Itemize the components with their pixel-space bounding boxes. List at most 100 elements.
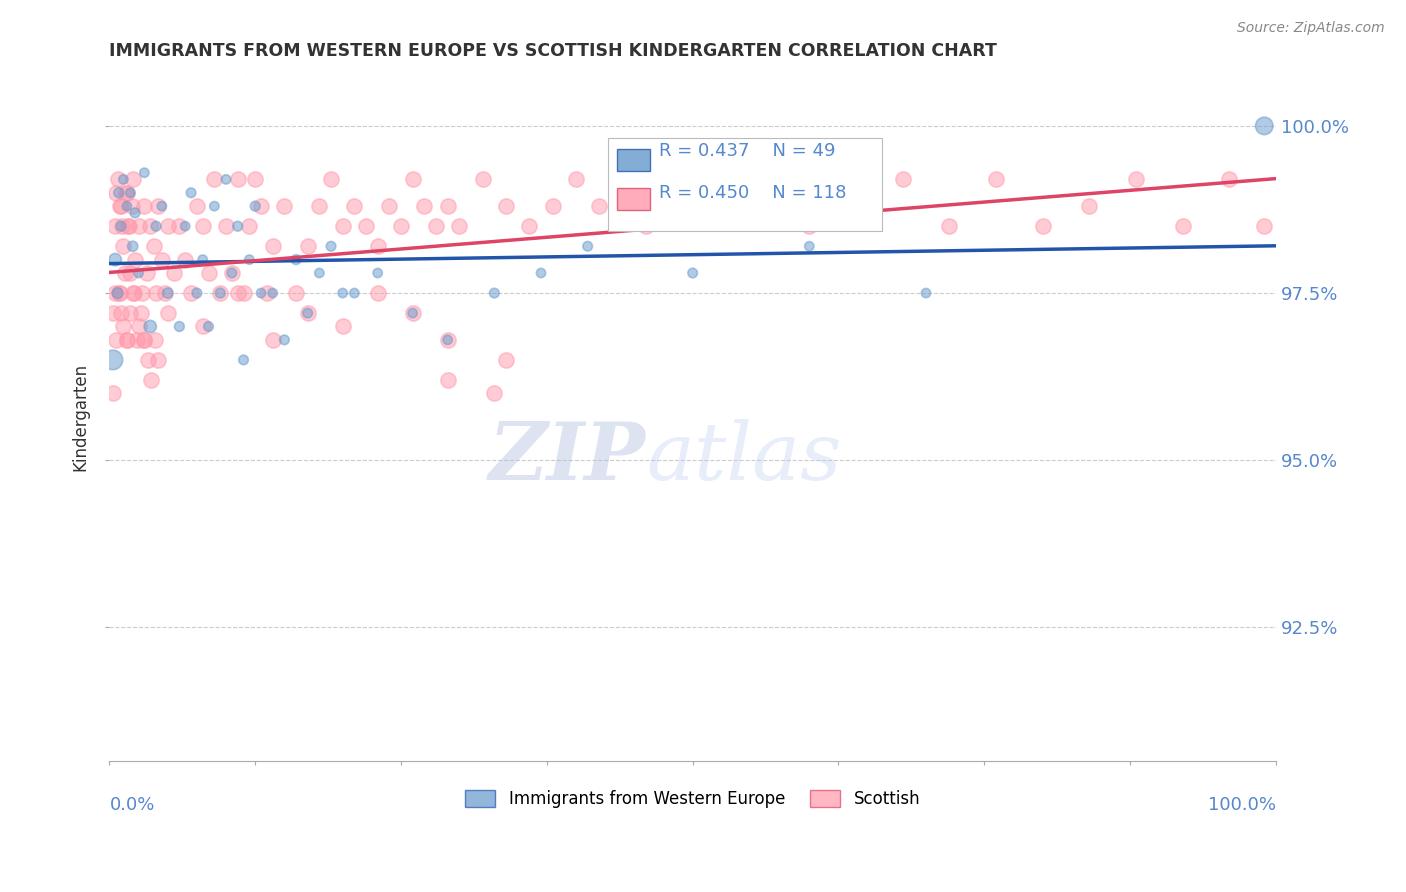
Point xyxy=(1171,219,1194,234)
Point xyxy=(226,172,249,186)
Point xyxy=(139,319,162,334)
Point xyxy=(134,166,156,180)
Point xyxy=(136,352,159,367)
Point xyxy=(118,219,141,234)
Point xyxy=(717,199,740,213)
Point xyxy=(367,266,389,280)
Y-axis label: Kindergarten: Kindergarten xyxy=(72,363,89,471)
Point xyxy=(1253,119,1275,133)
Point xyxy=(121,239,143,253)
Point xyxy=(245,172,267,186)
Point xyxy=(226,219,249,234)
Point xyxy=(202,172,225,186)
Point xyxy=(156,286,179,301)
Point xyxy=(120,306,142,320)
Point xyxy=(262,239,284,253)
Point xyxy=(155,286,177,301)
Point xyxy=(122,286,145,301)
Point xyxy=(1125,172,1147,186)
Point xyxy=(108,286,131,301)
Point xyxy=(232,286,254,301)
Point xyxy=(107,186,129,200)
Point xyxy=(209,286,232,301)
Point xyxy=(120,186,142,200)
FancyBboxPatch shape xyxy=(617,188,650,211)
Point xyxy=(105,333,128,347)
Point xyxy=(1253,219,1275,234)
Point xyxy=(180,286,202,301)
Point xyxy=(110,199,132,213)
Point xyxy=(308,199,330,213)
Point xyxy=(343,199,366,213)
Point xyxy=(308,266,330,280)
Point xyxy=(332,286,354,301)
FancyBboxPatch shape xyxy=(617,149,650,171)
Point xyxy=(142,239,165,253)
Point xyxy=(799,239,821,253)
Text: 0.0%: 0.0% xyxy=(110,796,155,814)
Point xyxy=(221,266,243,280)
Point xyxy=(378,199,401,213)
Point xyxy=(297,306,319,320)
Point xyxy=(169,219,191,234)
Point xyxy=(845,199,868,213)
Point xyxy=(128,219,150,234)
Point xyxy=(250,199,273,213)
Point xyxy=(367,286,389,301)
Point xyxy=(436,333,458,347)
Point xyxy=(115,333,138,347)
Point xyxy=(256,286,278,301)
Point xyxy=(495,199,517,213)
Point xyxy=(682,266,704,280)
Point xyxy=(799,219,821,234)
Point xyxy=(682,172,704,186)
Point xyxy=(232,352,254,367)
Point xyxy=(101,352,124,367)
Point xyxy=(495,352,517,367)
Point xyxy=(436,333,458,347)
Text: ZIP: ZIP xyxy=(489,419,645,497)
Point xyxy=(174,219,197,234)
Point xyxy=(285,252,308,267)
Point xyxy=(402,306,425,320)
Point xyxy=(174,252,197,267)
Point xyxy=(245,199,267,213)
Point xyxy=(658,199,681,213)
Point xyxy=(128,266,150,280)
Point xyxy=(121,172,143,186)
Point xyxy=(121,286,143,301)
Point xyxy=(1218,172,1240,186)
Point xyxy=(402,306,425,320)
Point xyxy=(104,219,127,234)
Point xyxy=(186,199,208,213)
Point xyxy=(134,333,156,347)
Point xyxy=(112,172,135,186)
Point xyxy=(1078,199,1101,213)
Point xyxy=(121,199,143,213)
FancyBboxPatch shape xyxy=(607,138,882,231)
Point xyxy=(449,219,471,234)
Point xyxy=(319,172,342,186)
Point xyxy=(367,239,389,253)
Point xyxy=(402,172,425,186)
Point xyxy=(120,266,142,280)
Point xyxy=(436,373,458,387)
Point xyxy=(915,286,938,301)
Text: Source: ZipAtlas.com: Source: ZipAtlas.com xyxy=(1237,21,1385,35)
Point xyxy=(354,219,377,234)
Point xyxy=(148,352,170,367)
Point xyxy=(262,333,284,347)
Point xyxy=(180,186,202,200)
Point xyxy=(191,319,214,334)
Point xyxy=(117,219,139,234)
Point xyxy=(101,306,124,320)
Point xyxy=(129,306,152,320)
Point xyxy=(143,333,166,347)
Point xyxy=(169,319,191,334)
Point xyxy=(134,199,156,213)
Point xyxy=(112,239,135,253)
Point xyxy=(156,219,179,234)
Point xyxy=(124,252,146,267)
Point xyxy=(134,333,156,347)
Point xyxy=(186,286,208,301)
